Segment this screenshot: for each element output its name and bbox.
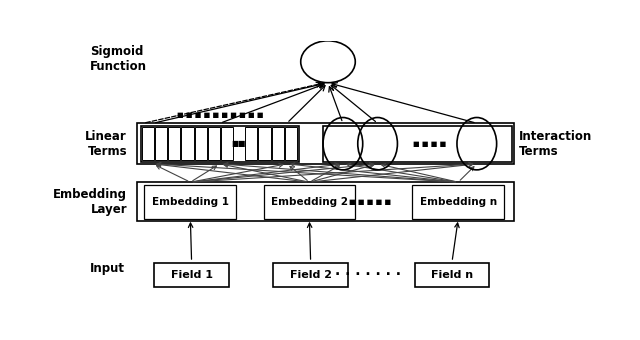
- Text: Embedding 2: Embedding 2: [271, 197, 348, 207]
- FancyBboxPatch shape: [137, 182, 514, 221]
- Text: Input: Input: [90, 262, 125, 275]
- FancyBboxPatch shape: [221, 127, 234, 160]
- FancyBboxPatch shape: [154, 263, 229, 287]
- FancyBboxPatch shape: [195, 127, 207, 160]
- FancyBboxPatch shape: [285, 127, 297, 160]
- Text: Embedding n: Embedding n: [420, 197, 497, 207]
- Text: ■■: ■■: [232, 139, 246, 148]
- FancyBboxPatch shape: [141, 125, 300, 162]
- Text: Embedding
Layer: Embedding Layer: [53, 188, 127, 216]
- FancyBboxPatch shape: [245, 127, 257, 160]
- FancyBboxPatch shape: [272, 127, 284, 160]
- Text: ■ ■ ■ ■: ■ ■ ■ ■: [413, 141, 446, 147]
- Text: Sigmoid
Function: Sigmoid Function: [90, 45, 147, 73]
- Text: Linear
Terms: Linear Terms: [85, 130, 127, 157]
- FancyBboxPatch shape: [415, 263, 489, 287]
- FancyBboxPatch shape: [137, 123, 514, 164]
- Text: Field 1: Field 1: [171, 270, 212, 280]
- FancyBboxPatch shape: [264, 185, 355, 219]
- Text: Embedding 1: Embedding 1: [152, 197, 229, 207]
- Text: ■ ■ ■ ■ ■ ■ ■ ■ ■ ■: ■ ■ ■ ■ ■ ■ ■ ■ ■ ■: [177, 112, 263, 118]
- FancyBboxPatch shape: [145, 185, 236, 219]
- FancyBboxPatch shape: [155, 127, 167, 160]
- Text: · · · · · · ·: · · · · · · ·: [335, 268, 401, 282]
- FancyBboxPatch shape: [141, 127, 154, 160]
- Text: ■ ■ ■ ■ ■: ■ ■ ■ ■ ■: [349, 199, 391, 205]
- FancyBboxPatch shape: [208, 127, 220, 160]
- Text: Interaction
Terms: Interaction Terms: [519, 130, 592, 157]
- Text: Field n: Field n: [431, 270, 473, 280]
- FancyBboxPatch shape: [323, 125, 511, 162]
- Text: Field 2: Field 2: [290, 270, 332, 280]
- FancyBboxPatch shape: [181, 127, 193, 160]
- FancyBboxPatch shape: [168, 127, 180, 160]
- FancyBboxPatch shape: [259, 127, 271, 160]
- FancyBboxPatch shape: [273, 263, 348, 287]
- FancyBboxPatch shape: [412, 185, 504, 219]
